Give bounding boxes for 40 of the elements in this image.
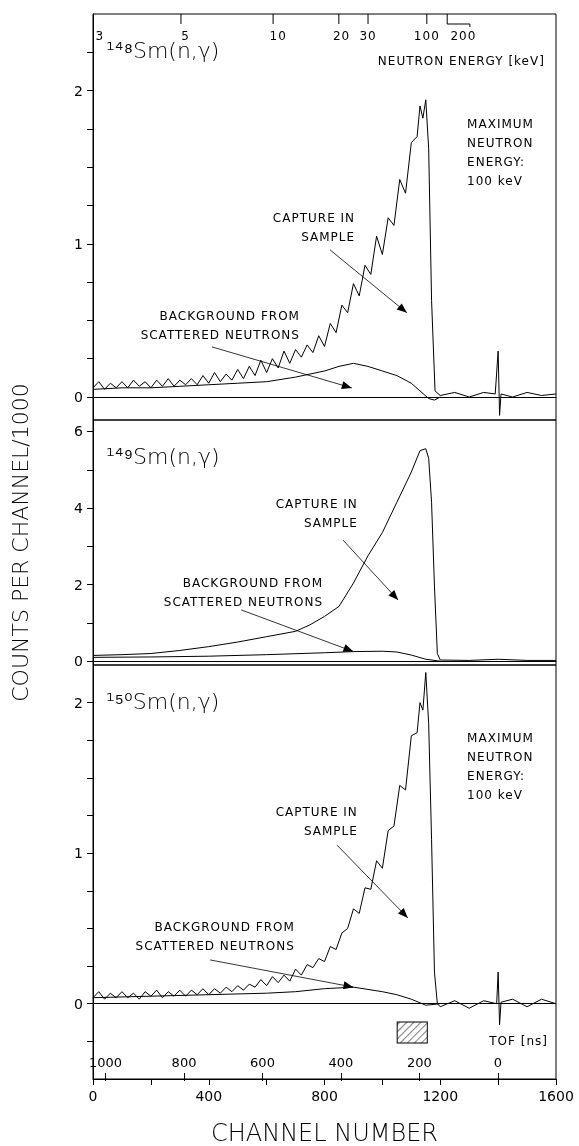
y-tick-label: 6 xyxy=(74,423,84,440)
y-tick-label: 1 xyxy=(74,845,83,862)
y-tick-label: 2 xyxy=(74,694,83,711)
annotation: CAPTURE IN SAMPLE xyxy=(275,805,358,839)
annotation: CAPTURE IN SAMPLE xyxy=(272,210,356,244)
annotation: 10 xyxy=(269,28,287,43)
y-tick-label: 0 xyxy=(74,995,83,1012)
annotation: BACKGROUND FROM SCATTERED NEUTRONS xyxy=(135,920,295,954)
x2-tick-label: 600 xyxy=(250,1055,275,1070)
x-tick-label: 800 xyxy=(311,1088,338,1104)
x2-tick-label: 0 xyxy=(493,1055,503,1070)
x-axis-title: CHANNEL NUMBER xyxy=(210,1119,439,1146)
annotation: BACKGROUND FROM SCATTERED NEUTRONS xyxy=(163,575,324,609)
y-tick-label: 1 xyxy=(74,235,83,252)
y-tick-label: 0 xyxy=(74,653,83,670)
annotation: 200 xyxy=(450,28,477,43)
x2-tick-label: 800 xyxy=(171,1055,197,1070)
annotation: 20 xyxy=(332,28,351,43)
x-tick-label: 400 xyxy=(195,1088,223,1104)
annotation: 3 xyxy=(95,28,105,43)
y-tick-label: 2 xyxy=(74,82,83,99)
y-axis-title: COUNTS PER CHANNEL/1000 xyxy=(7,383,33,702)
x-tick-label: 1600 xyxy=(538,1088,574,1104)
annotation: MAXIMUM NEUTRON ENERGY: 100 keV xyxy=(467,117,534,189)
text: ¹⁵⁰Sm(n,γ) xyxy=(106,688,220,714)
x2-tick-label: 400 xyxy=(328,1055,354,1070)
annotation: 100 xyxy=(413,28,440,43)
y-tick-label: 0 xyxy=(74,389,83,406)
x2-axis-title: TOF [ns] xyxy=(488,1034,548,1048)
x2-tick-label: 200 xyxy=(407,1055,432,1070)
x-tick-label: 1200 xyxy=(422,1088,459,1104)
annotation: MAXIMUM NEUTRON ENERGY: 100 keV xyxy=(467,730,534,802)
annotation: CAPTURE IN SAMPLE xyxy=(275,496,358,530)
y-tick-label: 4 xyxy=(74,500,84,517)
y-tick-label: 2 xyxy=(74,576,83,593)
x-tick-label: 0 xyxy=(88,1088,98,1104)
annotation: BACKGROUND FROM SCATTERED NEUTRONS xyxy=(140,309,300,343)
text: ¹⁴⁹Sm(n,γ) xyxy=(106,443,220,469)
annotation: 30 xyxy=(359,28,377,43)
annotation: NEUTRON ENERGY [keV] xyxy=(377,54,545,69)
